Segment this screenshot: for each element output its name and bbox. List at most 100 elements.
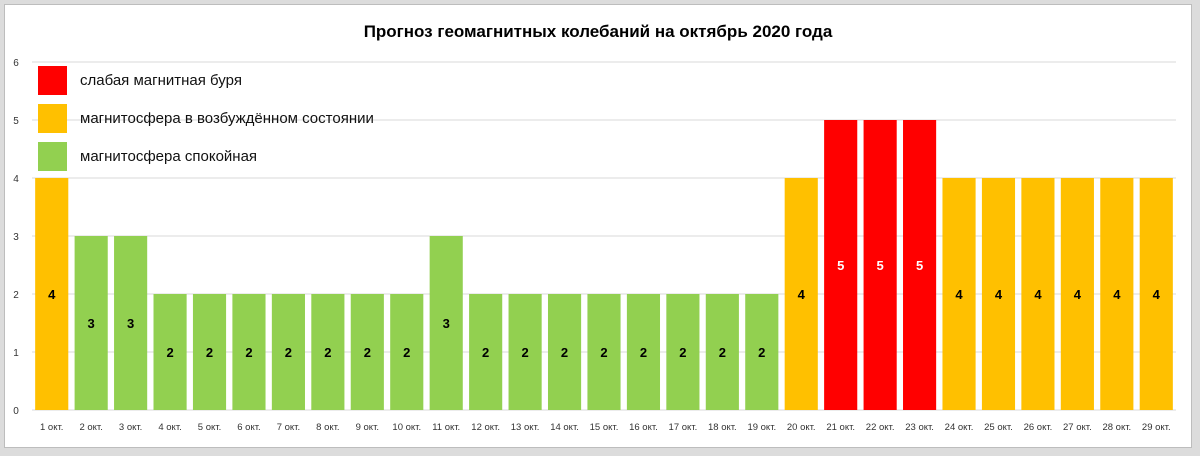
- bar: [1100, 178, 1134, 410]
- data-label: 2: [640, 345, 647, 360]
- x-tick-label: 20 окт.: [787, 422, 816, 433]
- x-tick-label: 14 окт.: [550, 422, 579, 433]
- data-label: 3: [443, 316, 450, 331]
- x-tick-label: 24 окт.: [945, 422, 974, 433]
- x-tick-label: 15 окт.: [590, 422, 619, 433]
- bar: [271, 294, 305, 410]
- data-label: 2: [324, 345, 331, 360]
- bar: [903, 120, 937, 410]
- bars: 4 3 3 2 2 2 2 2 2 2 3 2 2 2 2 2 2 2 2 4 5 5 5 4 4 4 4 4 4: [35, 120, 1173, 410]
- y-tick-label: 6: [13, 58, 19, 69]
- bar: [705, 294, 739, 410]
- bar: [863, 120, 897, 410]
- data-label: 4: [1113, 287, 1121, 302]
- data-label: 4: [48, 287, 56, 302]
- bar: [469, 294, 503, 410]
- legend-label-storm: слабая магнитная буря: [80, 72, 242, 89]
- x-tick-label: 27 окт.: [1063, 422, 1092, 433]
- x-tick-label: 5 окт.: [198, 422, 221, 433]
- data-label: 2: [364, 345, 371, 360]
- bar: [508, 294, 542, 410]
- data-label: 4: [1153, 287, 1161, 302]
- x-tick-label: 22 окт.: [866, 422, 895, 433]
- bar: [74, 236, 108, 410]
- data-label: 4: [1034, 287, 1042, 302]
- bar: [824, 120, 858, 410]
- x-tick-label: 10 окт.: [392, 422, 421, 433]
- data-label: 3: [127, 316, 134, 331]
- y-tick-label: 0: [13, 406, 19, 417]
- x-tick-label: 12 окт.: [471, 422, 500, 433]
- data-label: 2: [561, 345, 568, 360]
- bar: [784, 178, 818, 410]
- data-label: 4: [798, 287, 806, 302]
- x-tick-label: 19 окт.: [747, 422, 776, 433]
- x-tick-label: 4 окт.: [158, 422, 181, 433]
- x-tick-label: 6 окт.: [237, 422, 260, 433]
- x-tick-label: 29 окт.: [1142, 422, 1171, 433]
- x-axis-ticks: 1 окт. 2 окт. 3 окт. 4 окт. 5 окт. 6 окт. 7 ок…: [40, 422, 1171, 433]
- x-tick-label: 7 окт.: [277, 422, 300, 433]
- bar: [1139, 178, 1173, 410]
- data-label: 2: [285, 345, 292, 360]
- x-tick-label: 28 окт.: [1102, 422, 1131, 433]
- y-tick-label: 5: [13, 116, 19, 127]
- bar: [626, 294, 661, 410]
- data-label: 4: [955, 287, 963, 302]
- chart-title: Прогноз геомагнитных колебаний на октябр…: [363, 22, 833, 41]
- bar: [745, 294, 779, 410]
- legend-swatch-storm: [38, 66, 67, 95]
- data-label: 4: [1074, 287, 1082, 302]
- bar: [153, 294, 187, 410]
- data-label: 2: [166, 345, 173, 360]
- bar: [1060, 178, 1094, 410]
- y-axis-ticks: 0 1 2 3 4 5 6: [13, 58, 19, 417]
- data-label: 2: [403, 345, 410, 360]
- y-tick-label: 2: [13, 290, 19, 301]
- bar: [547, 294, 582, 410]
- bar: [1021, 178, 1055, 410]
- x-tick-label: 17 окт.: [669, 422, 698, 433]
- bar: [232, 294, 266, 410]
- y-tick-label: 4: [13, 174, 19, 185]
- x-tick-label: 26 окт.: [1024, 422, 1053, 433]
- data-label: 2: [758, 345, 765, 360]
- x-tick-label: 2 окт.: [79, 422, 102, 433]
- x-tick-label: 8 окт.: [316, 422, 339, 433]
- data-label: 2: [482, 345, 489, 360]
- x-tick-label: 13 окт.: [511, 422, 540, 433]
- bar: [587, 294, 621, 410]
- x-tick-label: 23 окт.: [905, 422, 934, 433]
- x-tick-label: 11 окт.: [432, 422, 460, 433]
- data-label: 2: [719, 345, 726, 360]
- bar: [192, 294, 227, 410]
- legend-label-excited: магнитосфера в возбуждённом состоянии: [80, 110, 374, 127]
- data-label: 2: [521, 345, 528, 360]
- data-label: 2: [245, 345, 252, 360]
- bar: [942, 178, 976, 410]
- x-tick-label: 21 окт.: [826, 422, 855, 433]
- x-tick-label: 25 окт.: [984, 422, 1013, 433]
- data-label: 5: [877, 258, 884, 273]
- data-label: 3: [88, 316, 95, 331]
- legend-swatch-excited: [38, 104, 67, 133]
- bar: [35, 178, 69, 410]
- bar: [429, 236, 463, 410]
- bar: [666, 294, 700, 410]
- y-tick-label: 1: [13, 348, 19, 359]
- data-label: 5: [916, 258, 923, 273]
- x-tick-label: 16 окт.: [629, 422, 658, 433]
- x-tick-label: 1 окт.: [40, 422, 63, 433]
- bar: [350, 294, 384, 410]
- data-label: 2: [600, 345, 607, 360]
- x-tick-label: 9 окт.: [356, 422, 379, 433]
- bar: [311, 294, 345, 410]
- data-label: 4: [995, 287, 1003, 302]
- bar: [114, 236, 148, 410]
- x-tick-label: 3 окт.: [119, 422, 142, 433]
- legend-swatch-calm: [38, 142, 67, 171]
- data-label: 2: [679, 345, 686, 360]
- x-tick-label: 18 окт.: [708, 422, 737, 433]
- data-label: 5: [837, 258, 844, 273]
